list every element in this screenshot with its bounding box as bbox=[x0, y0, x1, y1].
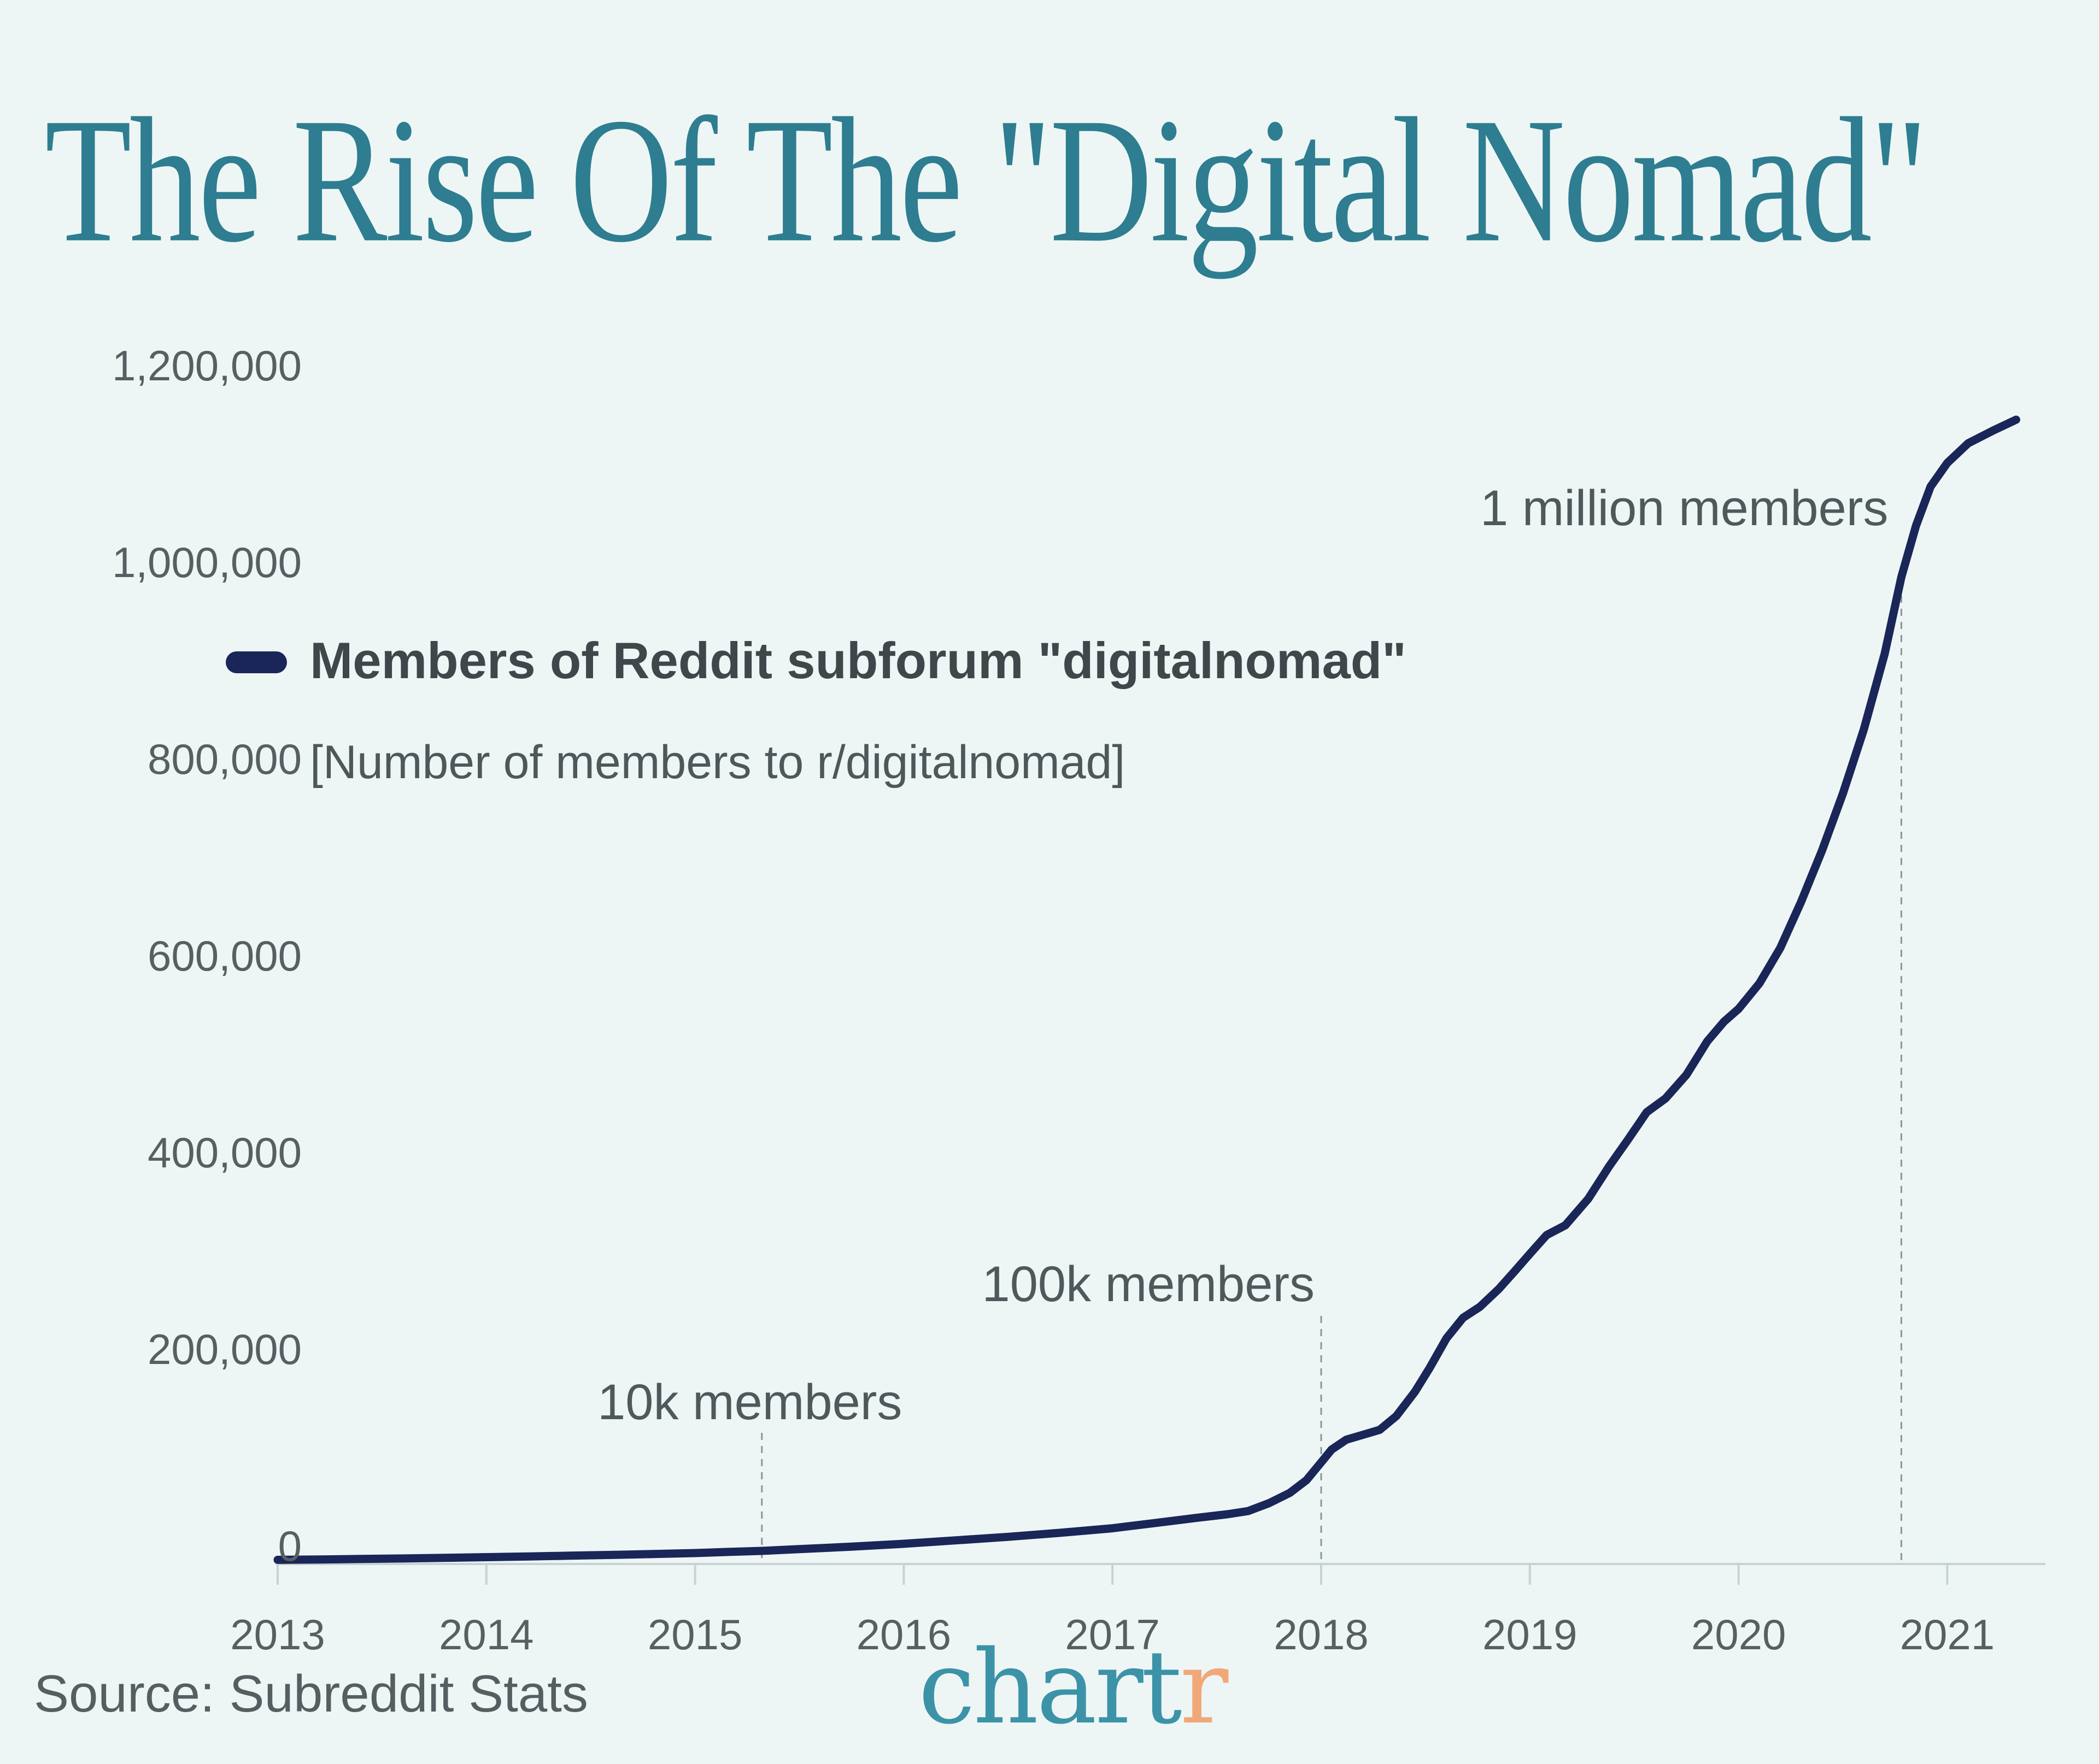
source-credit: Source: Subreddit Stats bbox=[34, 1665, 588, 1723]
milestone-label-10k-members: 10k members bbox=[597, 1374, 902, 1430]
milestone-label-100k-members: 100k members bbox=[982, 1256, 1315, 1312]
x-axis-label-2013: 2013 bbox=[230, 1610, 325, 1659]
x-axis-label-2020: 2020 bbox=[1691, 1610, 1786, 1659]
milestone-label-1-million-members: 1 million members bbox=[1480, 480, 1889, 536]
y-axis-label-1000000: 1,000,000 bbox=[112, 538, 302, 586]
x-axis-label-2017: 2017 bbox=[1065, 1610, 1160, 1659]
series-line-1 bbox=[273, 415, 2020, 1564]
y-axis-label-400000: 400,000 bbox=[148, 1128, 302, 1177]
y-axis-label-0: 0 bbox=[278, 1522, 302, 1570]
x-axis-label-2016: 2016 bbox=[856, 1610, 952, 1659]
chartr-logo-primary: chart bbox=[918, 1628, 1182, 1747]
x-axis-label-2021: 2021 bbox=[1899, 1610, 1995, 1659]
chartr-logo-accent: r bbox=[1180, 1628, 1229, 1747]
y-axis-label-800000: 800,000 bbox=[148, 735, 302, 783]
x-axis-label-2019: 2019 bbox=[1482, 1610, 1578, 1659]
legend-series-sublabel: [Number of members to r/digitalnomad] bbox=[310, 736, 1125, 789]
chart-title: The Rise Of The "Digital Nomad" bbox=[45, 81, 1928, 280]
x-axis-label-2014: 2014 bbox=[439, 1610, 534, 1659]
chartr-logo: chartr bbox=[918, 1637, 1228, 1738]
legend-line-swatch bbox=[226, 651, 287, 673]
y-axis-label-1200000: 1,200,000 bbox=[112, 342, 302, 390]
legend-series-label: Members of Reddit subforum "digitalnomad… bbox=[310, 632, 1406, 689]
y-axis-label-200000: 200,000 bbox=[148, 1325, 302, 1373]
x-axis-label-2018: 2018 bbox=[1274, 1610, 1369, 1659]
y-axis-label-600000: 600,000 bbox=[148, 932, 302, 980]
x-axis-label-2015: 2015 bbox=[647, 1610, 743, 1659]
